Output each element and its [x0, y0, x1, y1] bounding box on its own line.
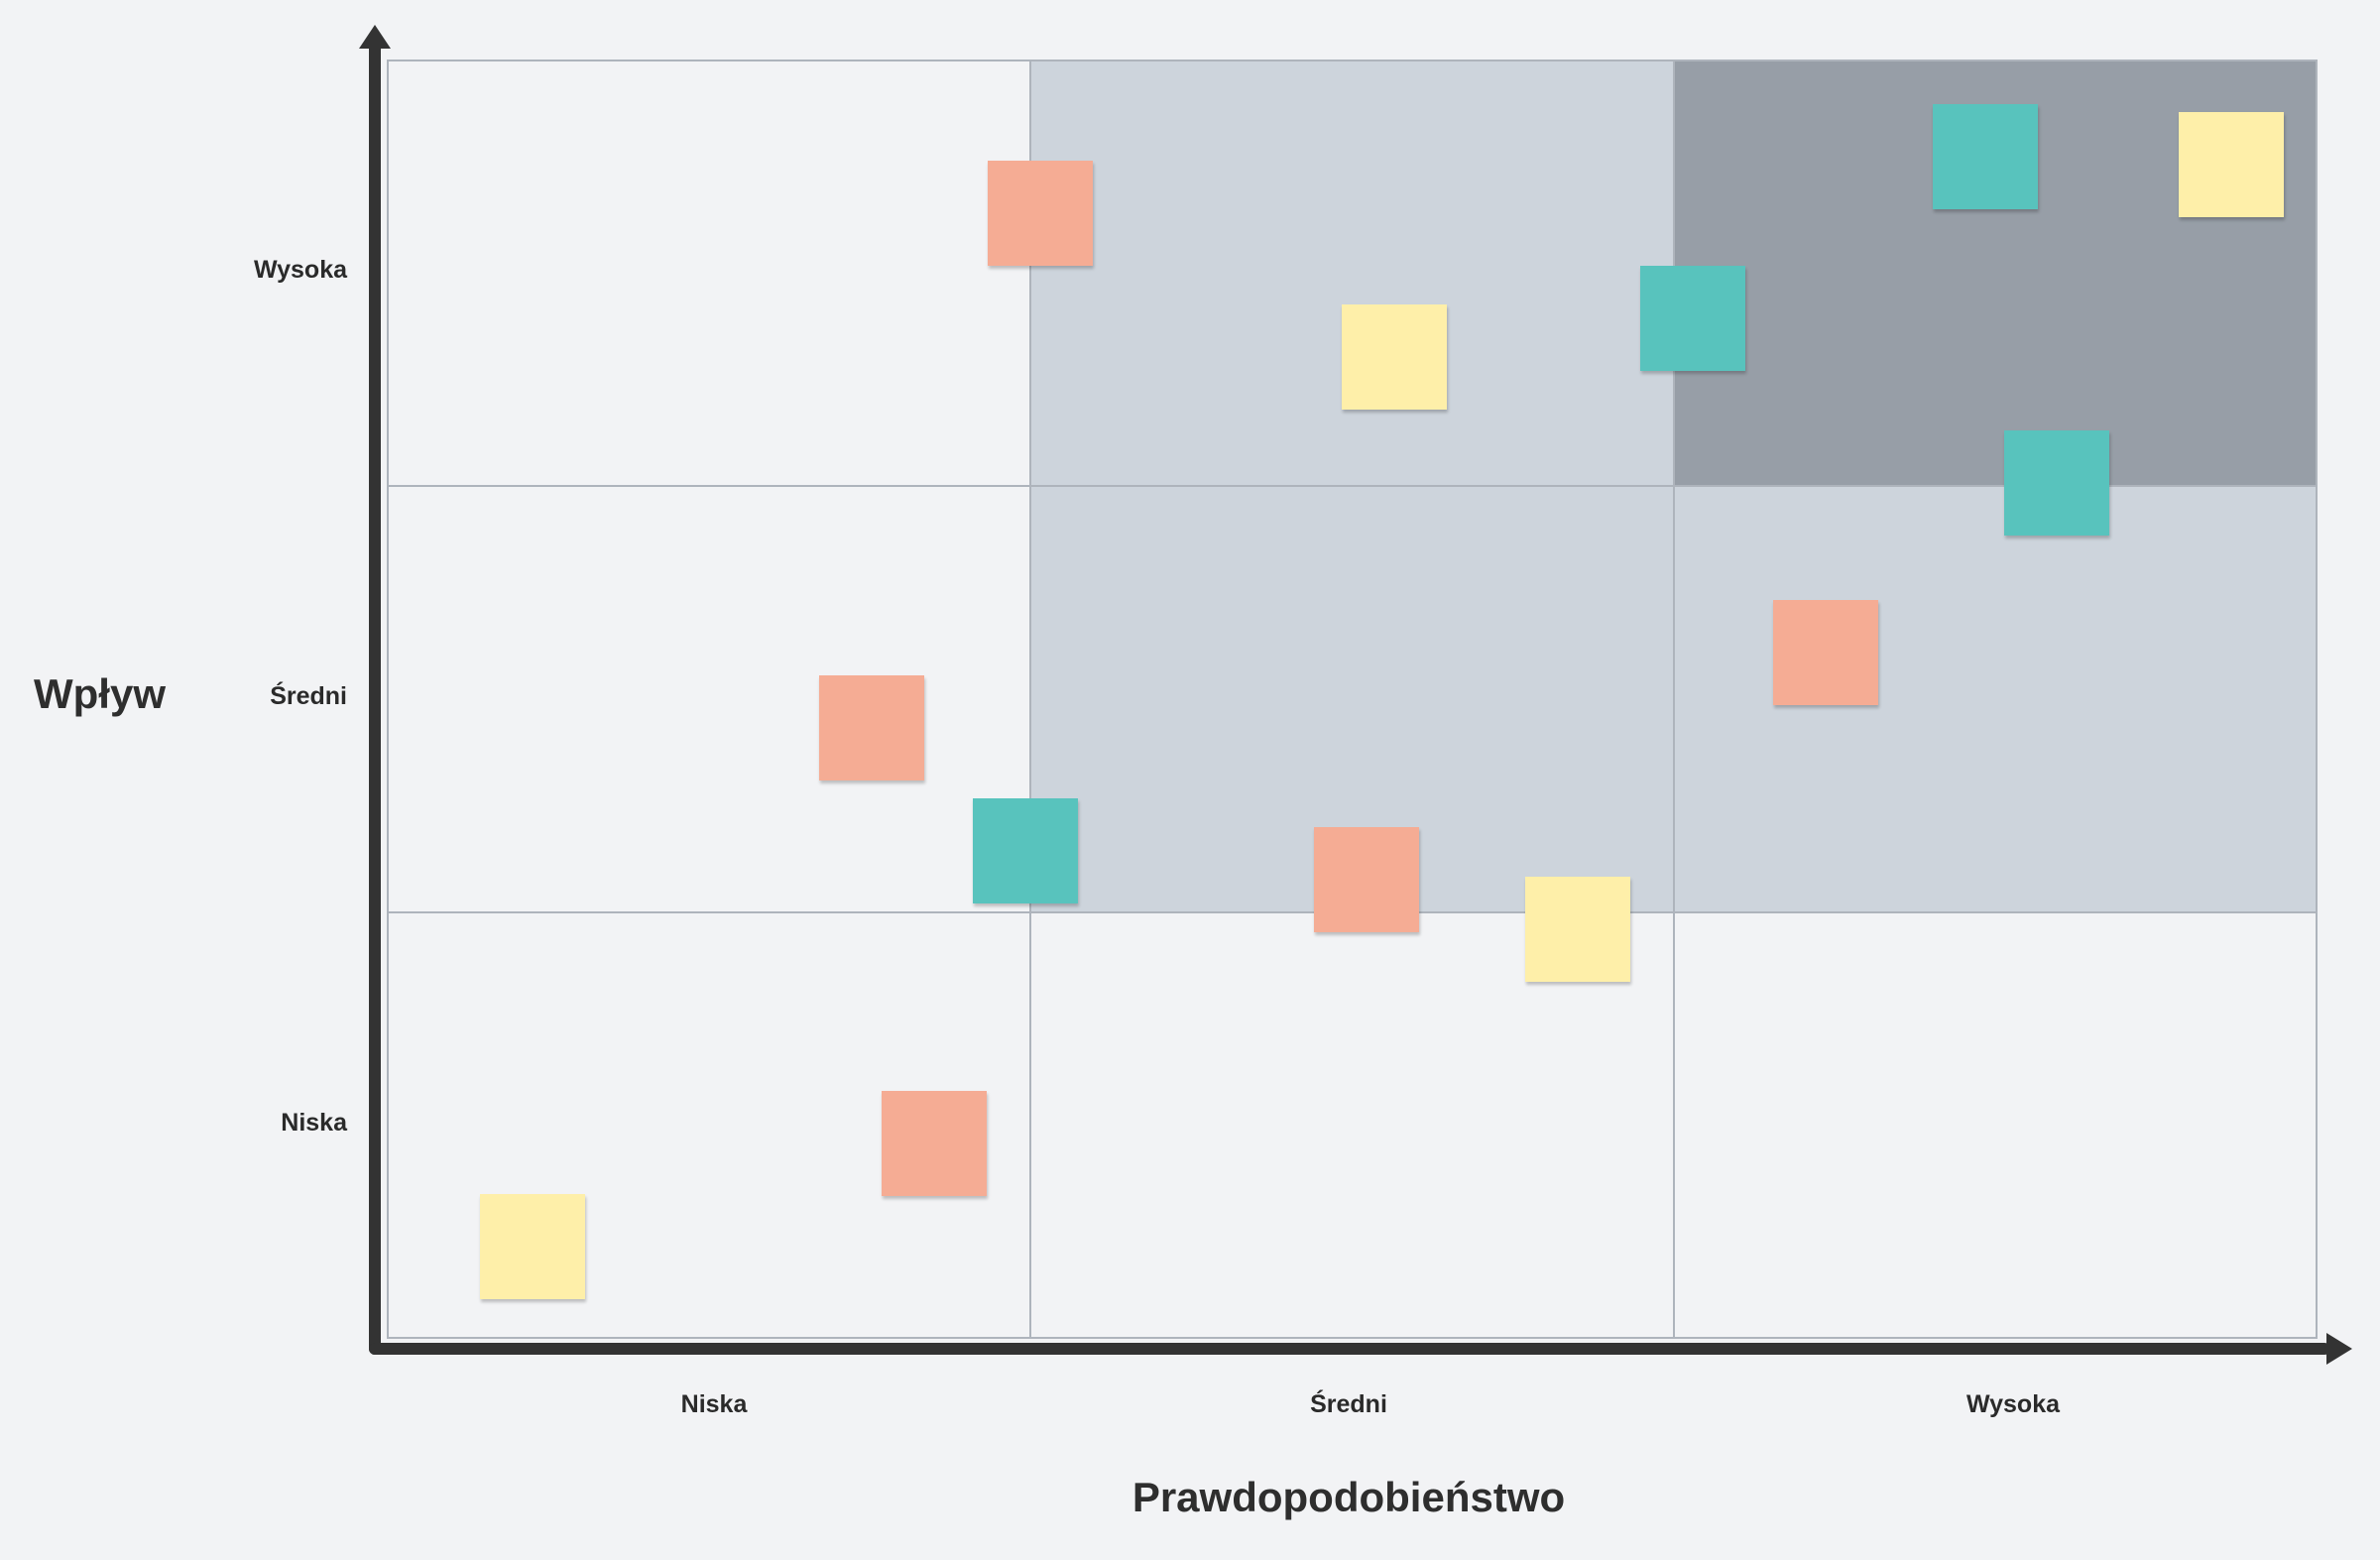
y-tick-low: Niska — [281, 1109, 347, 1137]
sticky-note-coral[interactable] — [819, 675, 924, 780]
cell-high-impact-low-likelihood — [387, 61, 1030, 488]
sticky-note-teal[interactable] — [973, 798, 1078, 903]
sticky-note-teal[interactable] — [1933, 104, 2038, 209]
x-tick-medium: Średni — [1310, 1390, 1387, 1418]
cell-low-impact-high-likelihood — [1672, 912, 2316, 1339]
cell-medium-impact-high-likelihood — [1672, 487, 2316, 913]
cell-low-impact-medium-likelihood — [1029, 912, 1673, 1339]
y-axis-line — [369, 36, 381, 1355]
sticky-note-teal[interactable] — [1640, 266, 1745, 371]
sticky-note-teal[interactable] — [2004, 430, 2109, 536]
cell-high-impact-medium-likelihood — [1029, 61, 1673, 488]
x-axis-arrow-icon — [2326, 1333, 2352, 1365]
y-tick-high: Wysoka — [253, 256, 347, 284]
sticky-note-yellow[interactable] — [1525, 877, 1630, 982]
cell-medium-impact-low-likelihood — [387, 487, 1030, 913]
sticky-note-coral[interactable] — [988, 161, 1093, 266]
x-axis-line — [369, 1343, 2330, 1355]
x-tick-high: Wysoka — [1965, 1390, 2061, 1418]
risk-matrix-grid — [387, 60, 2318, 1339]
y-axis-title: Wpływ — [34, 670, 166, 717]
sticky-note-coral[interactable] — [882, 1091, 987, 1196]
x-tick-low: Niska — [680, 1390, 748, 1418]
sticky-note-coral[interactable] — [1773, 600, 1878, 705]
sticky-note-coral[interactable] — [1314, 827, 1419, 932]
x-axis-title: Prawdopodobieństwo — [1131, 1474, 1566, 1520]
sticky-note-yellow[interactable] — [1342, 304, 1447, 410]
y-tick-medium: Średni — [270, 682, 347, 710]
sticky-note-yellow[interactable] — [480, 1194, 585, 1299]
y-axis-arrow-icon — [359, 25, 391, 49]
sticky-note-yellow[interactable] — [2179, 112, 2284, 217]
